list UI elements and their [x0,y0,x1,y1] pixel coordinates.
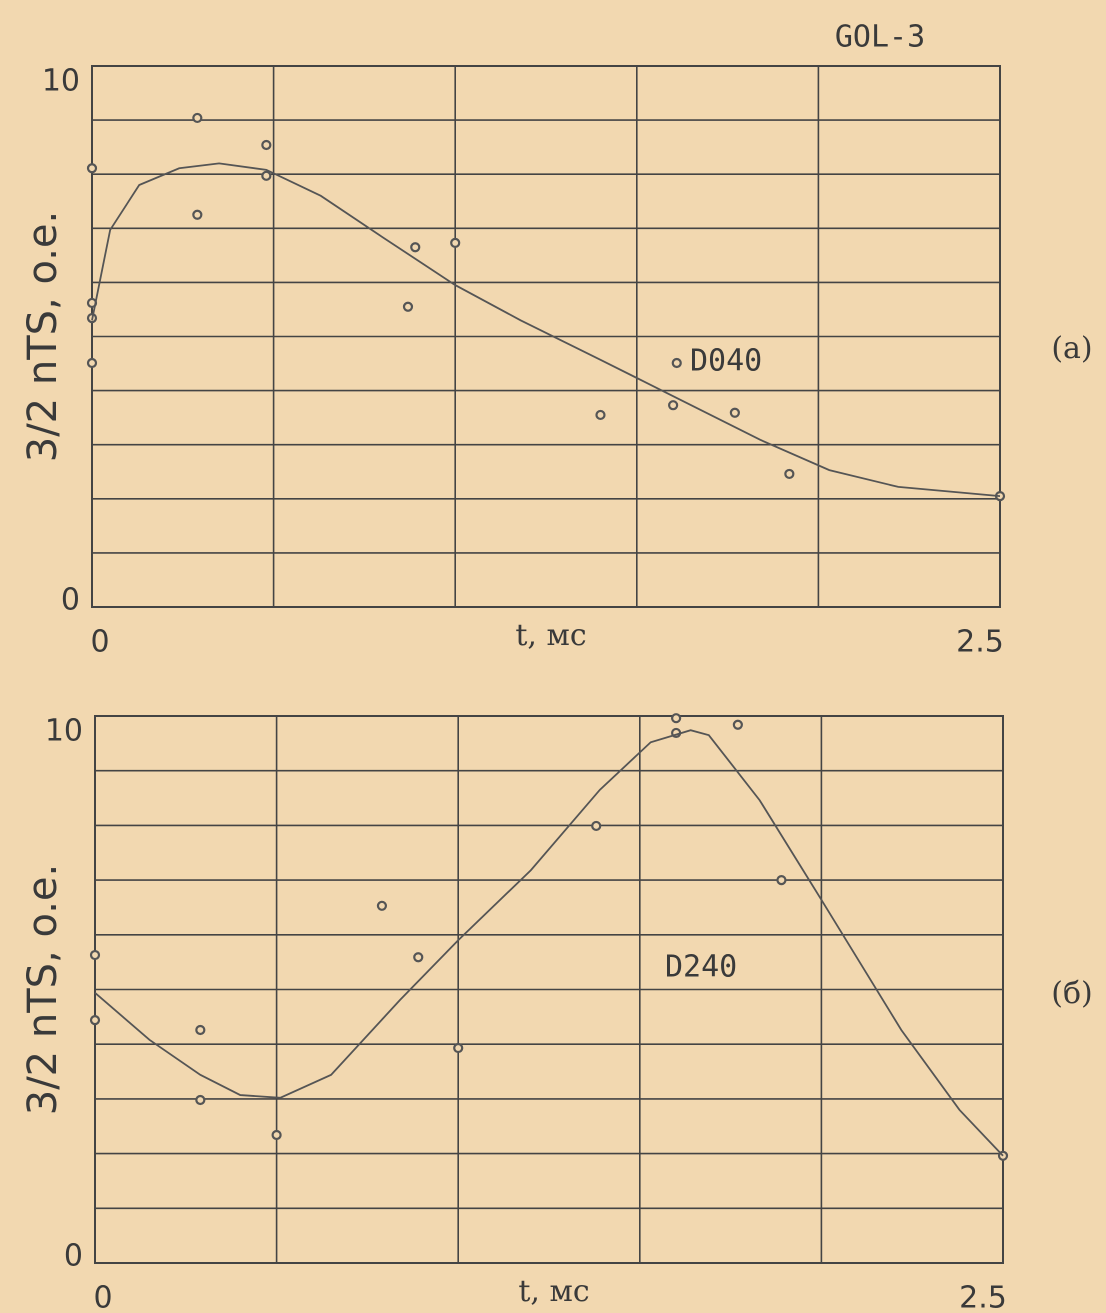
data-point [776,874,787,886]
y-tick-label: 10 [42,64,80,99]
data-point [261,170,272,181]
data-point [89,1015,101,1026]
data-point [402,301,414,312]
annotation: D040 [690,344,762,379]
data-point [86,357,98,369]
data-point [671,357,682,369]
y-tick-label: 0 [61,583,80,618]
data-point [591,820,602,832]
data-point [192,209,203,220]
y-axis-label: 3/2 nTS, o.e. [20,211,66,463]
x-tick-label: 0 [90,625,109,660]
data-point [410,242,421,253]
data-point [86,163,98,174]
x-axis-label: t, мс [515,618,586,653]
data-point [729,407,740,418]
data-point [261,139,272,151]
data-point [784,468,795,480]
panel-label: (a) [1051,331,1092,366]
data-point [89,949,101,961]
data-point [195,1024,206,1036]
header: GOL-3 [835,20,925,55]
data-point [413,952,424,963]
data-point [450,237,461,249]
data-point [195,1094,206,1106]
data-point [453,1042,464,1054]
annotation: D240 [665,950,737,985]
data-point [671,713,682,724]
panel-label: (б) [1051,976,1092,1011]
x-tick-label: 0 [93,1281,112,1313]
data-point [668,400,679,411]
x-tick-label: 2.5 [959,1281,1007,1313]
x-tick-label: 2.5 [956,625,1004,660]
y-tick-label: 0 [64,1239,83,1274]
x-axis-label: t, мс [518,1274,589,1309]
data-point [192,112,203,124]
fit-curve [94,729,1004,1157]
y-axis-label: 3/2 nTS, o.e. [20,864,66,1116]
data-point [595,409,606,421]
y-tick-label: 10 [45,714,83,749]
data-point [271,1129,282,1141]
data-point [732,719,743,730]
data-point [376,900,388,911]
fit-curve [91,162,1001,497]
